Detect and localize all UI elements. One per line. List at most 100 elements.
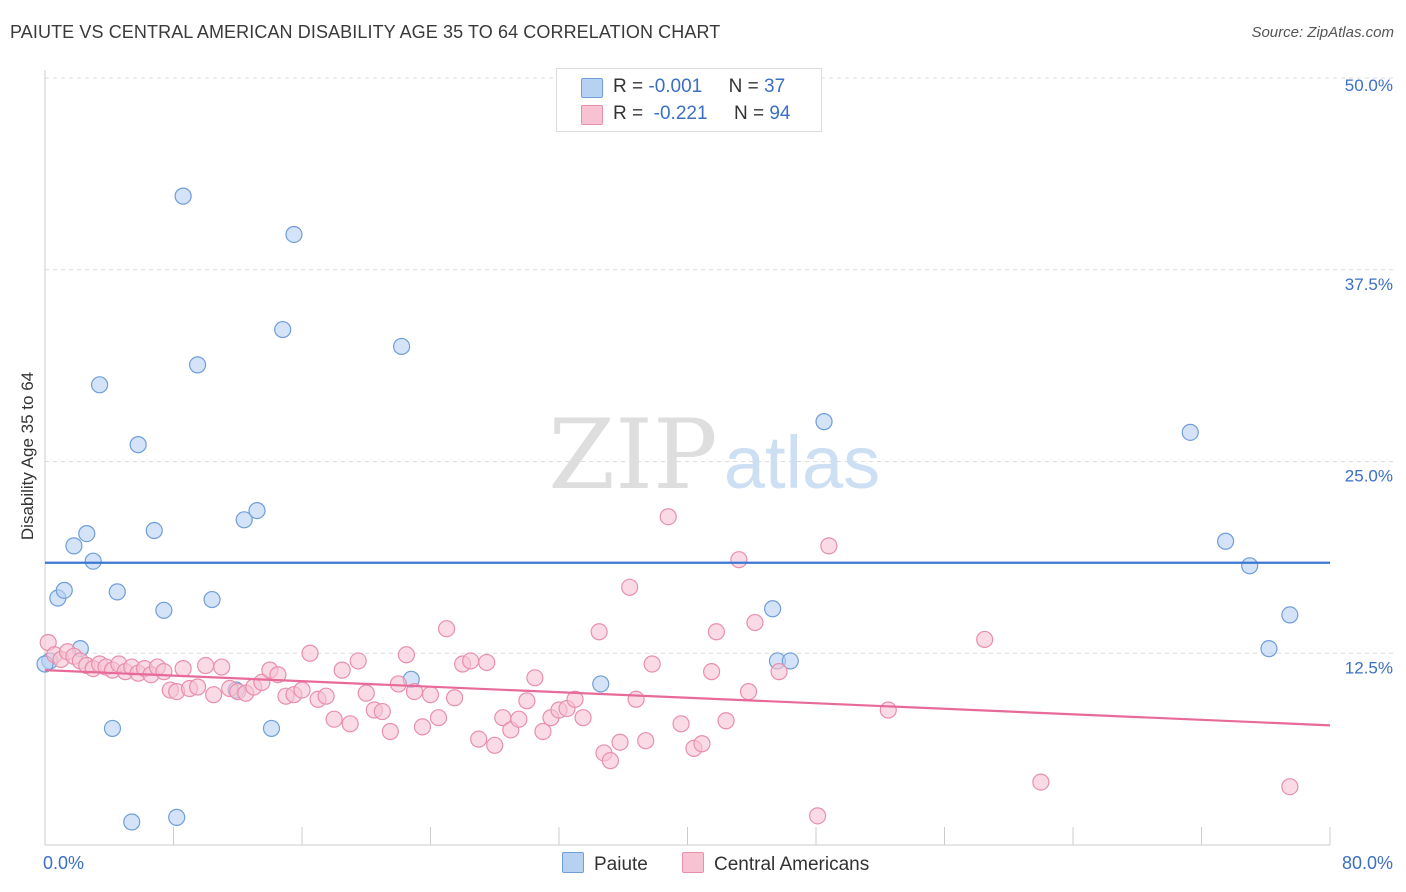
point-central-americans[interactable] [820, 537, 838, 555]
point-central-americans[interactable] [486, 736, 504, 754]
point-central-americans[interactable] [389, 675, 407, 693]
point-central-americans[interactable] [730, 551, 748, 569]
point-central-americans[interactable] [421, 686, 440, 704]
point-central-americans[interactable] [611, 733, 629, 751]
point-central-americans[interactable] [205, 686, 223, 704]
point-central-americans[interactable] [566, 690, 584, 708]
point-central-americans[interactable] [357, 684, 375, 702]
point-paiute[interactable] [84, 552, 102, 570]
point-paiute[interactable] [274, 320, 292, 339]
point-central-americans[interactable] [601, 752, 620, 770]
point-paiute[interactable] [123, 813, 141, 831]
point-paiute[interactable] [78, 524, 96, 543]
point-paiute[interactable] [55, 581, 73, 599]
point-central-americans[interactable] [746, 613, 764, 632]
point-central-americans[interactable] [672, 715, 690, 733]
point-central-americans[interactable] [534, 722, 552, 741]
point-central-americans[interactable] [413, 718, 432, 736]
point-central-americans[interactable] [621, 578, 639, 596]
legend-item-central-americans[interactable]: Central Americans [682, 852, 869, 876]
point-paiute[interactable] [1216, 532, 1235, 550]
point-central-americans[interactable] [269, 666, 287, 684]
central-r-value: -0.221 [653, 103, 708, 124]
point-central-americans[interactable] [293, 681, 311, 699]
source-label: Source: ZipAtlas.com [1251, 24, 1394, 41]
point-paiute[interactable] [815, 413, 833, 431]
point-paiute[interactable] [248, 501, 266, 520]
point-paiute[interactable] [91, 376, 109, 394]
point-paiute[interactable] [1260, 640, 1278, 658]
point-paiute[interactable] [392, 337, 411, 356]
point-paiute[interactable] [188, 356, 207, 374]
point-central-americans[interactable] [637, 732, 655, 750]
point-central-americans[interactable] [976, 630, 994, 649]
point-paiute[interactable] [764, 600, 782, 618]
point-central-americans[interactable] [809, 807, 827, 825]
point-central-americans[interactable] [879, 701, 897, 719]
point-central-americans[interactable] [333, 661, 351, 679]
point-paiute[interactable] [285, 225, 303, 244]
point-paiute[interactable] [168, 808, 186, 826]
point-central-americans[interactable] [317, 687, 335, 705]
point-central-americans[interactable] [325, 710, 343, 728]
point-paiute[interactable] [1241, 557, 1259, 575]
point-central-americans[interactable] [155, 663, 173, 681]
point-central-americans[interactable] [526, 669, 544, 687]
point-paiute[interactable] [145, 521, 163, 540]
y-tick-label: 12.5% [1345, 658, 1393, 677]
point-central-americans[interactable] [717, 712, 735, 730]
point-central-americans[interactable] [197, 656, 215, 675]
point-central-americans[interactable] [174, 659, 192, 678]
point-central-americans[interactable] [693, 735, 711, 753]
central-n-label: N = [733, 103, 770, 124]
point-paiute[interactable] [174, 187, 192, 205]
point-paiute[interactable] [108, 583, 126, 601]
point-paiute[interactable] [129, 436, 147, 454]
point-central-americans[interactable] [470, 730, 488, 748]
x-tick-label-min: 0.0% [43, 853, 84, 873]
point-central-americans[interactable] [188, 678, 207, 696]
point-paiute[interactable] [235, 511, 253, 529]
point-central-americans[interactable] [341, 715, 359, 733]
point-central-americans[interactable] [739, 682, 758, 701]
point-paiute[interactable] [103, 719, 122, 738]
point-central-americans[interactable] [510, 710, 528, 728]
point-central-americans[interactable] [1032, 773, 1050, 791]
points-layer [36, 187, 1299, 831]
point-central-americans[interactable] [397, 646, 416, 664]
paiute-n-label: N = [728, 76, 765, 97]
point-central-americans[interactable] [574, 709, 592, 727]
point-paiute[interactable] [592, 675, 610, 693]
point-central-americans[interactable] [381, 722, 399, 741]
point-central-americans[interactable] [349, 652, 367, 670]
trend-layer [44, 561, 1331, 727]
point-central-americans[interactable] [445, 689, 464, 707]
point-central-americans[interactable] [478, 653, 496, 672]
point-paiute[interactable] [203, 590, 221, 609]
point-paiute[interactable] [781, 652, 799, 670]
legend-item-paiute[interactable]: Paiute [562, 852, 648, 876]
point-paiute[interactable] [65, 537, 83, 555]
point-central-americans[interactable] [462, 652, 480, 670]
point-central-americans[interactable] [437, 620, 456, 638]
point-paiute[interactable] [262, 719, 281, 738]
point-central-americans[interactable] [429, 709, 448, 727]
point-central-americans[interactable] [702, 663, 721, 681]
point-central-americans[interactable] [373, 702, 391, 721]
point-central-americans[interactable] [643, 655, 661, 673]
point-central-americans[interactable] [590, 623, 608, 641]
axis-layer: 12.5% 25.0% 37.5% 50.0% 0.0% 80.0% [43, 70, 1393, 873]
point-central-americans[interactable] [770, 663, 788, 681]
point-central-americans[interactable] [213, 658, 231, 676]
point-central-americans[interactable] [627, 690, 645, 708]
point-central-americans[interactable] [301, 644, 319, 662]
point-paiute[interactable] [1181, 423, 1199, 441]
point-central-americans[interactable] [707, 623, 726, 641]
point-central-americans[interactable] [518, 692, 536, 710]
point-paiute[interactable] [155, 601, 173, 619]
point-central-americans[interactable] [659, 508, 677, 526]
point-central-americans[interactable] [1281, 778, 1299, 796]
point-paiute[interactable] [1281, 606, 1299, 624]
point-central-americans[interactable] [405, 682, 424, 701]
